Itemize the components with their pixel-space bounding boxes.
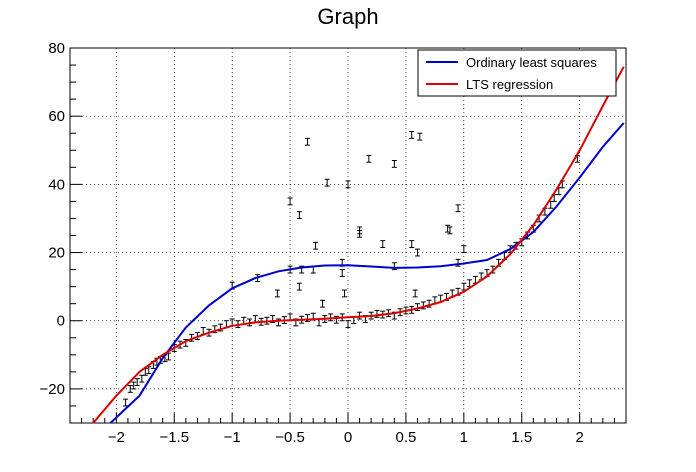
data-point	[391, 160, 397, 168]
data-point	[134, 378, 140, 386]
data-point	[409, 131, 415, 139]
data-point	[447, 226, 453, 235]
data-point	[342, 289, 348, 298]
y-axis-tick-labels: −20 0 20 40 60 80	[40, 40, 65, 398]
x-tick-label: −1	[224, 429, 241, 446]
legend-box	[417, 49, 617, 97]
y-tick-label: 20	[48, 245, 65, 262]
x-tick-label: 1.5	[511, 429, 532, 446]
data-point	[366, 154, 372, 163]
data-point	[274, 289, 280, 298]
x-tick-label: −0.5	[275, 429, 305, 446]
x-tick-label: −1.5	[159, 429, 189, 446]
ols-curve	[109, 122, 625, 424]
data-point	[455, 204, 461, 213]
data-point	[412, 289, 418, 298]
y-tick-label: −20	[40, 381, 65, 398]
data-point	[324, 178, 330, 187]
data-point	[287, 197, 293, 206]
data-point	[357, 311, 363, 320]
data-point	[296, 282, 302, 291]
data-point	[380, 240, 386, 248]
data-point	[357, 226, 363, 235]
data-point	[345, 320, 351, 329]
data-point	[296, 211, 302, 219]
lts-curve	[92, 66, 625, 424]
data-point	[417, 132, 423, 141]
x-tick-label: 1	[460, 429, 468, 446]
legend: Ordinary least squares LTS regression	[417, 49, 617, 97]
legend-label-lts: LTS regression	[466, 77, 553, 92]
data-point	[328, 313, 334, 322]
axis-ticks	[69, 47, 627, 424]
fit-curves	[92, 66, 625, 424]
data-point	[409, 240, 415, 248]
x-tick-label: 0.5	[395, 429, 416, 446]
y-tick-label: 80	[48, 40, 65, 57]
data-point	[445, 224, 451, 233]
data-point	[461, 245, 467, 254]
data-point	[304, 137, 310, 146]
legend-label-ols: Ordinary least squares	[466, 55, 597, 70]
data-point	[415, 248, 420, 257]
y-tick-label: 40	[48, 176, 65, 193]
x-tick-label: −2	[108, 429, 125, 446]
data-point	[345, 180, 351, 189]
data-point	[339, 269, 345, 277]
y-tick-label: 0	[57, 313, 65, 330]
data-point	[131, 381, 137, 390]
x-tick-label: 0	[344, 429, 352, 446]
x-tick-label: 2	[575, 429, 583, 446]
chart-title: Graph	[317, 4, 378, 29]
data-point	[313, 241, 319, 250]
y-tick-label: 60	[48, 108, 65, 125]
x-axis-tick-labels: −2 −1.5 −1 −0.5 0 0.5 1 1.5 2	[108, 429, 584, 446]
data-point	[127, 385, 133, 393]
data-point	[320, 299, 326, 308]
